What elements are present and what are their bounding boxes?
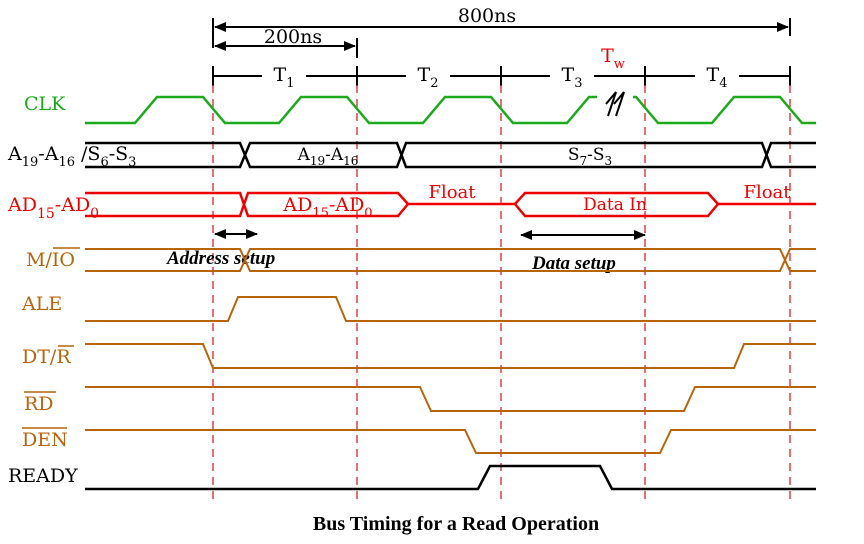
label-rd: RD	[24, 393, 54, 415]
bus-value-data-address: AD15-AD0	[282, 194, 372, 221]
label-m-io: M/IO	[26, 249, 75, 271]
bus-value-float-2: Float	[743, 182, 791, 203]
bus-value-address: A19-A16	[297, 145, 359, 168]
label-data-bus: AD15-AD0	[7, 194, 99, 222]
address-bus-waveform	[85, 141, 816, 169]
cycle-duration-label: 200ns	[264, 26, 322, 48]
state-tw: Tw	[601, 45, 625, 72]
label-clk: CLK	[24, 93, 66, 115]
label-ready: READY	[8, 465, 78, 487]
rd-waveform	[85, 386, 816, 412]
ready-waveform	[85, 464, 816, 491]
signal-labels: CLK A19-A16 /S6-S3 AD15-AD0 M/IO ALE DT/…	[7, 93, 136, 487]
bus-value-float-1: Float	[428, 182, 476, 203]
label-den: DEN	[22, 429, 68, 451]
wait-state-break-icon	[605, 91, 625, 117]
bus-value-data-in: Data In	[583, 195, 647, 215]
t-state-ruler: T1 T2 T3 Tw T4	[212, 45, 791, 91]
ale-waveform	[85, 296, 816, 322]
address-setup-label: Address setup	[166, 248, 275, 269]
bus-value-status: S7-S3	[568, 145, 612, 168]
diagram-caption: Bus Timing for a Read Operation	[313, 513, 599, 535]
clk-waveform-tail	[633, 95, 816, 125]
m-io-waveform	[85, 248, 816, 272]
label-ale: ALE	[21, 293, 62, 315]
state-t3: T3	[562, 64, 583, 91]
clk-waveform	[85, 95, 597, 125]
label-address: A19-A16 /S6-S3	[7, 143, 136, 170]
state-t2: T2	[418, 64, 439, 91]
duration-markers: 800ns 200ns	[212, 5, 791, 58]
state-t4: T4	[707, 64, 728, 91]
label-dt-r: DT/R	[22, 346, 71, 368]
state-t1: T1	[274, 64, 295, 91]
data-bus-waveform	[85, 191, 816, 218]
dt-r-waveform	[85, 343, 816, 369]
total-duration-label: 800ns	[458, 5, 516, 27]
data-setup-label: Data setup	[531, 253, 616, 274]
den-waveform	[85, 429, 816, 454]
